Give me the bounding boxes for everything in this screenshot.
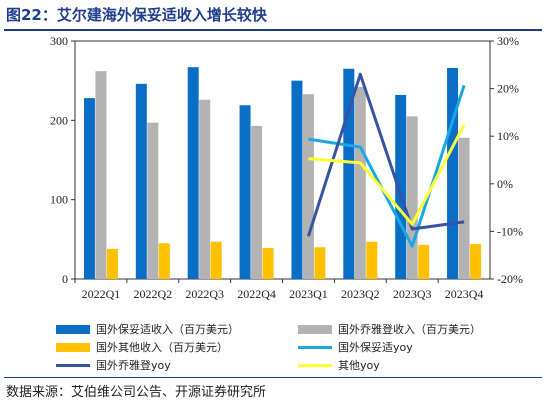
bar-1-2022Q2 [135,83,147,279]
legend-label: 国外乔雅登yoy [96,359,171,372]
right-tick-label: 20% [497,82,519,96]
x-tick-label: 2023Q2 [341,287,380,301]
legend-item: 国外保妥适收入（百万美元） [56,321,239,337]
legend-swatch [298,345,332,349]
x-tick-label: 2022Q3 [185,287,224,301]
title-underline [4,29,542,31]
x-tick-label: 2023Q4 [445,287,484,301]
bar-2-2023Q1 [302,94,314,279]
legend-swatch [298,324,332,334]
line-series-3 [308,124,466,226]
line-series-2 [306,72,465,237]
bar-3-2023Q1 [314,247,326,279]
bar-3-2022Q4 [262,248,274,279]
left-tick-label: 200 [50,113,68,127]
right-tick-label: 10% [497,129,519,143]
x-tick-label: 2023Q3 [393,287,432,301]
legend-label: 国外保妥适收入（百万美元） [96,323,239,336]
legend-label: 国外乔雅登收入（百万美元） [338,323,481,336]
right-tick-label: 0% [497,177,513,191]
bar-2-2022Q1 [95,71,107,279]
legend: 国外保妥适收入（百万美元） 国外乔雅登收入（百万美元） 国外其他收入（百万美元） 国外… [0,318,546,374]
legend-label: 国外其他收入（百万美元） [96,341,228,354]
bar-2-2022Q4 [251,125,263,280]
bar-3-2023Q4 [470,244,482,279]
x-tick-label: 2023Q1 [289,287,328,301]
bar-2-2022Q3 [199,99,211,279]
bar-1-2023Q1 [291,80,303,280]
legend-label: 国外保妥适yoy [338,341,413,354]
bar-1-2023Q4 [447,67,459,280]
bar-1-2022Q3 [187,67,199,280]
bar-1-2022Q1 [83,98,95,280]
legend-item: 国外其他收入（百万美元） [56,339,228,355]
bar-3-2022Q2 [158,243,170,279]
x-tick-label: 2022Q2 [133,287,172,301]
bar-3-2022Q3 [210,241,222,279]
right-tick-label: -10% [497,224,523,238]
left-tick-label: 0 [62,272,68,286]
bar-2-2022Q2 [147,122,159,279]
left-tick-label: 300 [50,34,68,48]
bar-1-2022Q4 [239,105,251,279]
x-tick-label: 2022Q4 [237,287,276,301]
legend-swatch [56,363,90,367]
bar-1-2023Q3 [395,94,407,280]
chart: 0 100 200 300 -20% -10% 0% 10% 20% 30% 2022Q1 2022Q… [50,34,523,301]
chart-title: 图22：艾尔建海外保妥适收入增长较快 [6,6,267,24]
legend-item: 国外乔雅登收入（百万美元） [298,321,481,337]
bar-3-2023Q3 [418,244,430,279]
legend-item: 其他yoy [298,357,380,373]
legend-swatch [56,342,90,352]
right-tick-label: -20% [497,272,523,286]
left-tick-label: 100 [50,193,68,207]
right-tick-label: 30% [497,34,519,48]
line-series-1 [308,84,466,248]
bar-2-2023Q4 [458,137,470,279]
legend-item: 国外保妥适yoy [298,339,413,355]
bar-2-2023Q2 [354,87,366,279]
legend-item: 国外乔雅登yoy [56,357,171,373]
bar-1-2023Q2 [343,68,355,280]
x-tick-label: 2022Q1 [82,287,121,301]
bar-2-2023Q3 [406,116,418,279]
legend-swatch [298,363,332,367]
bar-3-2023Q2 [366,241,378,279]
legend-swatch [56,324,90,334]
bar-3-2022Q1 [106,248,118,279]
legend-label: 其他yoy [338,359,380,372]
source-divider [4,377,542,378]
source-note: 数据来源：艾伯维公司公告、开源证券研究所 [6,385,267,400]
